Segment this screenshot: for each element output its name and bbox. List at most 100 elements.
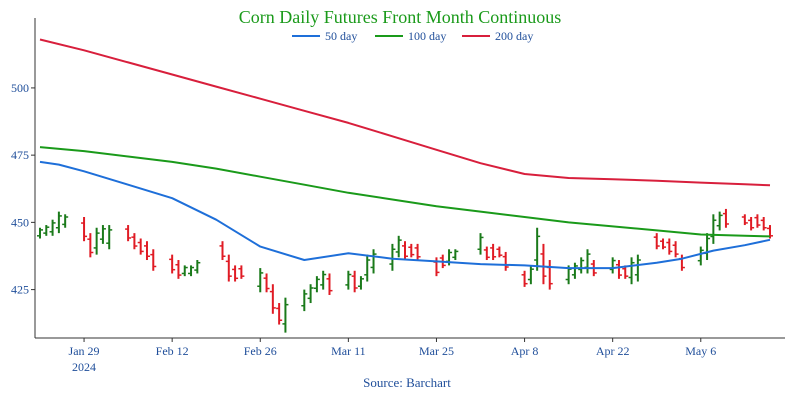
ohlc-bar [345, 270, 352, 290]
ohlc-bar [357, 276, 364, 290]
y-tick-label: 500 [11, 81, 29, 95]
ohlc-bar [722, 208, 729, 228]
ohlc-bar [301, 289, 308, 312]
y-tick-label: 425 [11, 283, 29, 297]
ohlc-bar [521, 270, 528, 287]
ohlc-bar [395, 235, 402, 258]
ohlc-bar [131, 233, 138, 250]
x-tick-label: Feb 12 [156, 344, 189, 358]
ohlc-bar [490, 243, 497, 261]
ohlc-bar [502, 251, 509, 271]
ohlc-bar [37, 227, 43, 239]
ohlc-bar [181, 265, 188, 277]
ohlc-bar [653, 233, 660, 250]
ohlc-bar [527, 265, 534, 285]
ohlc-bar [150, 249, 157, 271]
ohlc-bar [225, 254, 232, 282]
ma-100-day-line [39, 146, 771, 238]
ohlc-bar [697, 246, 704, 266]
ohlc-bar [307, 284, 314, 304]
ohlc-bar [477, 233, 484, 255]
ohlc-bar [389, 243, 396, 271]
ohlc-bar [710, 214, 717, 244]
y-tick-label: 475 [11, 148, 29, 162]
ohlc-bar [188, 265, 195, 277]
ohlc-bars [37, 208, 773, 333]
ohlc-bar [672, 241, 679, 258]
ohlc-bar [704, 233, 711, 261]
source-label: Source: Barchart [363, 375, 451, 390]
ohlc-bar [49, 219, 56, 236]
ohlc-bar [628, 257, 635, 285]
legend-label: 100 day [408, 29, 446, 43]
ohlc-bar [609, 257, 616, 274]
ohlc-bar [175, 260, 182, 279]
ohlc-bar [716, 211, 723, 231]
chart-title: Corn Daily Futures Front Month Continuou… [239, 7, 562, 27]
ohlc-bar [313, 276, 320, 293]
ohlc-bar [269, 284, 276, 314]
ohlc-bar [106, 225, 113, 250]
ohlc-bar [666, 238, 673, 255]
x-tick-label: Apr 22 [596, 344, 630, 358]
ohlc-bar [232, 265, 239, 282]
x-tick-label: Mar 11 [331, 344, 366, 358]
ohlc-bar [584, 249, 591, 274]
x-tick-year-label: 2024 [72, 360, 96, 374]
ohlc-bar [351, 270, 358, 293]
ohlc-bar [93, 227, 100, 255]
ohlc-bar [483, 246, 490, 261]
ohlc-bar [540, 243, 547, 285]
ohlc-bar [534, 227, 541, 271]
moving-average-lines [39, 38, 771, 270]
ohlc-bar [546, 260, 553, 290]
ohlc-bar [194, 260, 201, 274]
legend: 50 day 100 day 200 day [292, 29, 533, 43]
ohlc-bar [169, 254, 176, 274]
ohlc-bar [408, 243, 415, 258]
ohlc-bar [81, 216, 88, 242]
ohlc-bar [452, 249, 459, 261]
ohlc-bar [62, 214, 69, 228]
ohlc-bar [578, 257, 585, 274]
ohlc-bar [326, 273, 333, 295]
x-tick-label: Jan 29 [69, 344, 100, 358]
ohlc-bar [219, 241, 226, 261]
ohlc-bar [55, 211, 62, 234]
ohlc-bar [741, 214, 748, 226]
legend-label: 200 day [495, 29, 533, 43]
ohlc-bar [622, 265, 629, 279]
ohlc-bar [364, 254, 371, 282]
x-tick-label: May 6 [685, 344, 716, 358]
ohlc-bar [496, 246, 503, 258]
ohlc-bar [320, 270, 327, 290]
ohlc-bar [754, 214, 761, 228]
ohlc-bar [748, 216, 755, 231]
ohlc-bar [87, 233, 94, 258]
ohlc-bar [137, 238, 144, 255]
ohlc-bar [370, 249, 377, 274]
legend-label: 50 day [325, 29, 357, 43]
ohlc-bar [660, 238, 667, 250]
ohlc-bar [263, 273, 270, 293]
ohlc-bar [402, 241, 408, 261]
axes: 425 450 475 500 Jan 29 2024 Feb 12 Feb 26 Mar 11… [11, 18, 785, 374]
ohlc-bar [99, 225, 106, 244]
ohlc-bar [678, 254, 685, 271]
ma-200-day-line [39, 38, 771, 187]
x-tick-label: Apr 8 [511, 344, 539, 358]
ohlc-bar [276, 303, 283, 325]
ohlc-bar [634, 254, 641, 282]
x-tick-label: Mar 25 [419, 344, 454, 358]
ohlc-bar [433, 257, 440, 277]
ohlc-bar [238, 265, 245, 279]
x-tick-label: Feb 26 [244, 344, 277, 358]
ohlc-bar [143, 241, 150, 261]
ohlc-bar [125, 225, 132, 242]
ohlc-bar [615, 260, 622, 279]
ohlc-bar [760, 216, 767, 231]
ohlc-bar [414, 243, 421, 261]
ohlc-bar [282, 297, 289, 333]
